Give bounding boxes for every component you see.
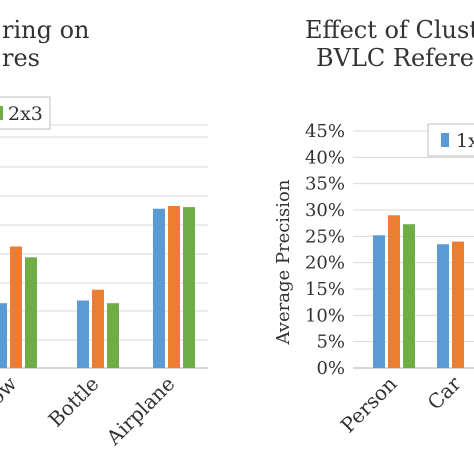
- right-title-line-2: BVLC Refere: [316, 44, 474, 72]
- left-legend-box: [0, 96, 51, 130]
- right-y-tick-label: 30%: [305, 200, 345, 221]
- left-legend-swatch: [0, 106, 3, 120]
- right-bar-person-s1: [373, 235, 385, 368]
- left-bars: [0, 206, 195, 368]
- left-bar-airplane-s1: [153, 208, 165, 368]
- left-category-label: Cow: [0, 372, 22, 420]
- right-y-axis-label: Average Precision: [273, 179, 294, 345]
- right-bar-car-s1: [437, 244, 449, 368]
- right-category-labels: Person Car: [336, 371, 466, 437]
- right-y-tick-label: 5%: [316, 332, 345, 353]
- left-category-label: Airplane: [101, 372, 180, 451]
- right-y-tick-label: 20%: [305, 253, 345, 274]
- left-legend-label: 2x3: [8, 103, 43, 125]
- right-y-tick-label: 35%: [305, 174, 345, 195]
- right-y-tick-label: 10%: [305, 305, 345, 326]
- left-bar-airplane-s3: [183, 207, 195, 368]
- left-bar-cow-s2: [10, 246, 22, 368]
- right-y-tick-label: 25%: [305, 226, 345, 247]
- right-bar-car-s2: [452, 241, 464, 368]
- right-bar-person-s3: [403, 224, 415, 368]
- right-legend-swatch: [441, 133, 449, 147]
- right-y-tick-labels: 0% 5% 10% 15% 20% 25% 30% 35% 40% 45%: [305, 121, 345, 379]
- left-title-line-2: res: [2, 44, 40, 72]
- left-legend: 2x3: [0, 96, 51, 130]
- right-y-tick-label: 0%: [316, 358, 345, 379]
- left-category-label: Bottle: [43, 372, 103, 432]
- right-y-tick-label: 45%: [305, 121, 345, 142]
- right-y-tick-label: 15%: [305, 279, 345, 300]
- left-bar-bottle-s1: [77, 300, 89, 368]
- right-category-label: Person: [336, 371, 402, 437]
- right-y-tick-label: 40%: [305, 147, 345, 168]
- right-bars: [373, 215, 464, 368]
- left-bar-airplane-s2: [168, 206, 180, 368]
- left-bar-bottle-s3: [107, 303, 119, 368]
- left-bar-cow-s3: [25, 257, 37, 368]
- left-bar-bottle-s2: [92, 289, 104, 368]
- right-title-line-1: Effect of Clust: [305, 16, 474, 44]
- right-legend: 1x: [427, 123, 474, 157]
- right-legend-label: 1x: [456, 130, 474, 152]
- right-legend-box: [427, 123, 474, 157]
- left-bar-cow-s1: [0, 303, 7, 368]
- right-category-label: Car: [423, 371, 466, 414]
- right-bar-person-s2: [388, 215, 400, 368]
- left-title-line-1: ring on: [2, 16, 90, 44]
- right-chart: Effect of Clust BVLC Refere Average Prec…: [273, 16, 474, 437]
